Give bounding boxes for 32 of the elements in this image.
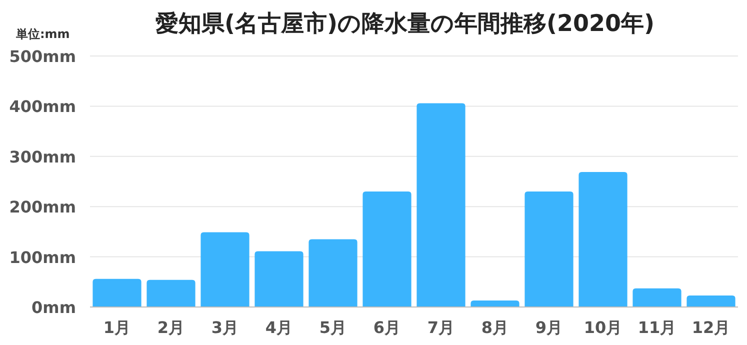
bar [686, 295, 736, 307]
x-tick-label: 7月 [427, 318, 455, 337]
bar [470, 300, 520, 307]
x-tick-label: 2月 [157, 318, 185, 337]
x-tick-label: 11月 [638, 318, 676, 337]
y-tick-label: 200mm [9, 198, 76, 217]
x-tick-label: 10月 [584, 318, 622, 337]
x-tick-label: 4月 [265, 318, 293, 337]
bar [254, 251, 304, 307]
x-tick-label: 12月 [692, 318, 730, 337]
y-tick-label: 100mm [9, 248, 76, 267]
x-tick-label: 8月 [481, 318, 509, 337]
bar [308, 239, 358, 307]
bar [578, 172, 628, 307]
y-tick-label: 0mm [32, 298, 76, 317]
bar [146, 280, 196, 307]
x-tick-label: 6月 [373, 318, 401, 337]
chart-title: 愛知県(名古屋市)の降水量の年間推移(2020年) [155, 10, 655, 37]
bar [416, 103, 466, 307]
x-tick-label: 5月 [319, 318, 347, 337]
bar [524, 192, 574, 307]
x-tick-label: 9月 [535, 318, 563, 337]
bar [92, 278, 142, 307]
x-tick-label: 1月 [103, 318, 131, 337]
y-axis-title: 単位:mm [15, 27, 70, 41]
x-tick-label: 3月 [211, 318, 239, 337]
y-tick-label: 400mm [9, 97, 76, 116]
bar [362, 192, 412, 307]
bar [632, 288, 682, 307]
y-tick-label: 500mm [9, 47, 76, 66]
bar [200, 232, 250, 307]
y-tick-label: 300mm [9, 147, 76, 166]
